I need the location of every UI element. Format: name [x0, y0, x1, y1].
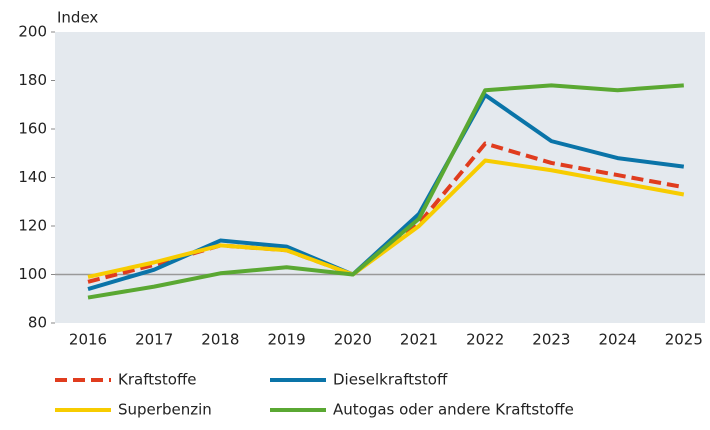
legend-label: Superbenzin — [118, 401, 212, 419]
x-tick-label: 2019 — [268, 331, 306, 349]
y-tick-label: 180 — [18, 71, 47, 89]
series-line — [87, 158, 685, 279]
y-tick-label: 160 — [18, 120, 47, 138]
x-tick-label: 2016 — [69, 331, 107, 349]
legend-label: Dieselkraftstoff — [333, 371, 448, 389]
legend-label: Autogas oder andere Kraftstoffe — [333, 401, 574, 419]
x-tick-label: 2018 — [201, 331, 239, 349]
plot-area — [55, 32, 705, 323]
legend-label: Kraftstoffe — [118, 371, 197, 389]
x-tick-label: 2022 — [466, 331, 504, 349]
y-tick-label: 120 — [18, 217, 47, 235]
series-line — [87, 83, 684, 300]
x-tick-label: 2024 — [599, 331, 637, 349]
y-tick-label: 140 — [18, 168, 47, 186]
x-tick-label: 2023 — [532, 331, 570, 349]
x-tick-label: 2017 — [135, 331, 173, 349]
x-tick-label: 2025 — [665, 331, 703, 349]
y-tick-label: 200 — [18, 23, 47, 41]
y-tick-label: 100 — [18, 265, 47, 283]
y-axis-label: Index — [57, 9, 98, 27]
x-tick-label: 2020 — [334, 331, 372, 349]
y-tick-label: 80 — [28, 314, 47, 332]
x-tick-label: 2021 — [400, 331, 438, 349]
